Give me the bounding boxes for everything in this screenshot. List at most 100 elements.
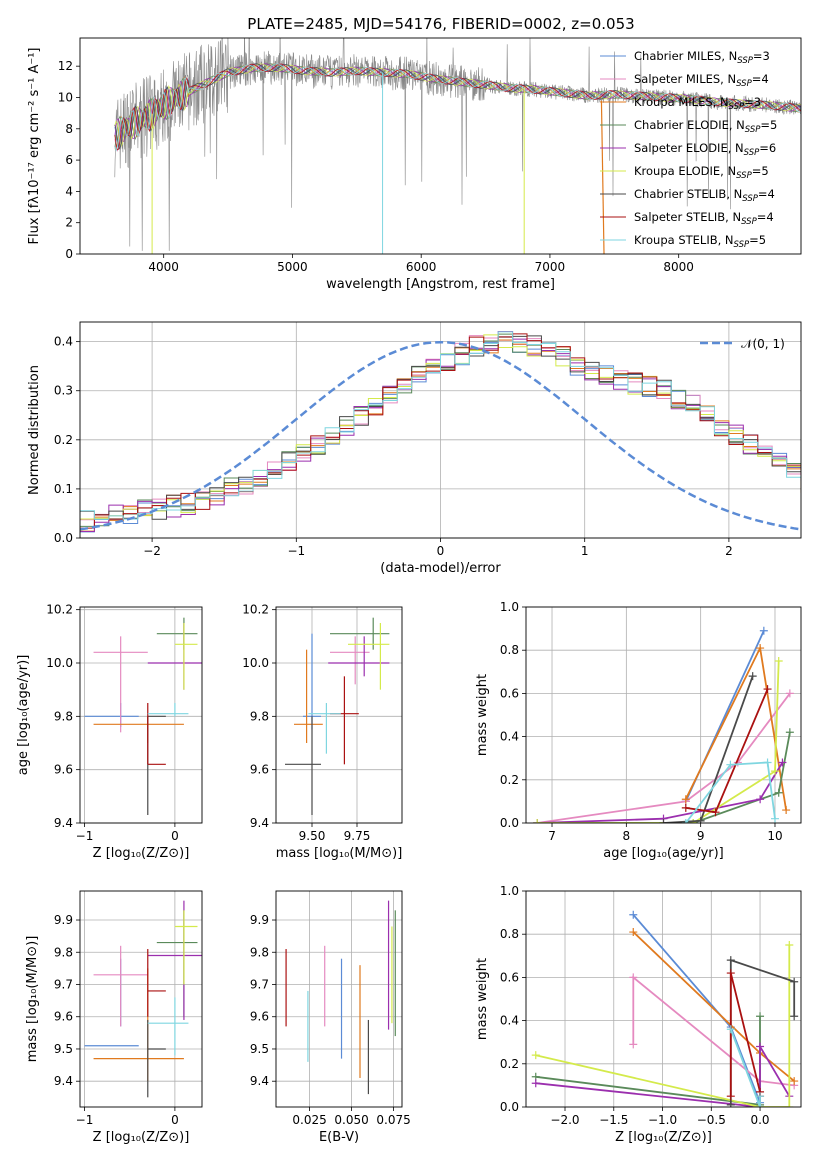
age-Z-ytick-label: 9.6	[54, 763, 73, 777]
weight-marker	[785, 941, 794, 949]
normal-legend-label: 𝒩(0, 1)	[741, 337, 785, 351]
weight-age-axes: 7 8 9 10 0.0 0.2 0.4 0.6 0.8 1.0 age [log₁₀(age/yr…	[475, 600, 802, 861]
residuals-xtick-label: 0	[437, 544, 445, 558]
spectrum-ytick-label: 0	[65, 247, 73, 261]
weight-age-xtick-label: 10	[767, 829, 782, 843]
age-Z-plot-area	[84, 617, 202, 815]
weight-marker	[756, 795, 765, 804]
weight-marker	[726, 760, 735, 769]
weight-marker	[782, 806, 791, 815]
weight-age-xtick-label: 7	[548, 829, 556, 843]
residuals-xtick-label: 1	[581, 544, 589, 558]
weight-marker	[778, 758, 787, 767]
age-mass-ytick-label: 9.4	[250, 816, 269, 830]
residuals-ytick-label: 0.3	[54, 384, 73, 398]
weight-Z-ytick-label: 0.4	[500, 1014, 519, 1028]
spectrum-legend: Chabrier MILES, NSSP=3 Salpeter MILES, NS…	[600, 49, 777, 250]
spectrum-xtick-label: 7000	[535, 260, 566, 274]
mass-Z-ylabel: mass [log₁₀(M/M⊙)]	[25, 936, 40, 1063]
weight-age-xlabel: age [log₁₀(age/yr)]	[603, 846, 724, 861]
residuals-ytick-label: 0.2	[54, 433, 73, 447]
weight-line	[536, 692, 791, 823]
age-mass-xlabel: mass [log₁₀(M/M⊙)]	[276, 846, 403, 861]
weight-age-xtick-label: 9	[697, 829, 705, 843]
mass-EBV-ytick-label: 9.9	[250, 913, 269, 927]
age-Z-ytick-label: 9.8	[54, 709, 73, 723]
spectrum-ylabel: Flux [fλ10⁻¹⁷ erg cm⁻² s⁻¹ A⁻¹]	[27, 48, 42, 245]
weight-marker	[696, 816, 705, 823]
legend-label: Salpeter STELIB, NSSP=4	[634, 210, 774, 227]
weight-marker	[681, 803, 690, 812]
weight-marker	[726, 956, 735, 965]
age-Z-xtick-label: 0	[171, 829, 179, 843]
mass-EBV-xtick-label: 0.050	[334, 1113, 368, 1127]
residuals-xtick-label: 2	[725, 544, 733, 558]
weight-marker	[681, 795, 690, 804]
age-Z-ytick-label: 10.0	[46, 656, 73, 670]
mass-Z-ytick-label: 9.8	[54, 945, 73, 959]
residuals-xlabel: (data-model)/error	[380, 561, 501, 576]
mass-Z-frame	[79, 890, 203, 1108]
weight-marker	[748, 672, 757, 681]
weight-marker	[681, 819, 690, 823]
figure-title: PLATE=2485, MJD=54176, FIBERID=0002, z=0…	[247, 15, 634, 33]
mass-EBV-ytick-label: 9.4	[250, 1074, 269, 1088]
weight-marker	[726, 1092, 735, 1101]
mass-EBV-axes: 0.025 0.050 0.075 9.4 9.5 9.6 9.7 9.8 9.9 E(B-V)	[250, 890, 411, 1145]
mass-Z-ytick-label: 9.9	[54, 913, 73, 927]
spectrum-ytick-label: 8	[65, 122, 73, 136]
age-mass-ytick-label: 10.2	[242, 603, 269, 617]
mass-EBV-ytick-label: 9.8	[250, 945, 269, 959]
weight-Z-ytick-label: 0.6	[500, 970, 519, 984]
residuals-ytick-label: 0.4	[54, 335, 73, 349]
weight-Z-xtick-label: −2.0	[550, 1113, 579, 1127]
age-mass-axes: 9.50 9.75 9.4 9.6 9.8 10.0 10.2 mass [log₁₀(M/M…	[242, 603, 403, 861]
mass-Z-xtick-label: 0	[171, 1113, 179, 1127]
weight-line	[537, 732, 791, 823]
residual-histogram	[80, 333, 801, 538]
spectrum-ytick-label: 12	[58, 59, 73, 73]
residuals-xtick-label: −1	[287, 544, 305, 558]
weight-Z-ytick-label: 1.0	[500, 884, 519, 898]
weight-Z-xtick-label: −1.5	[599, 1113, 628, 1127]
mass-EBV-xtick-label: 0.025	[292, 1113, 326, 1127]
weight-marker	[531, 1079, 540, 1088]
age-mass-xtick-label: 9.75	[344, 829, 371, 843]
weight-marker	[785, 689, 794, 698]
weight-line	[685, 761, 776, 823]
weight-line	[535, 1043, 791, 1107]
weight-marker	[774, 657, 783, 665]
weight-line	[729, 972, 761, 1097]
legend-label: Kroupa STELIB, NSSP=5	[634, 233, 766, 250]
weight-marker	[711, 808, 720, 817]
spectrum-ytick-label: 2	[65, 216, 73, 230]
model-spectrum	[114, 63, 801, 150]
age-mass-ytick-label: 9.6	[250, 763, 269, 777]
age-mass-xtick-label: 9.50	[299, 829, 326, 843]
weight-marker	[759, 626, 768, 635]
age-mass-ytick-label: 10.0	[242, 656, 269, 670]
weight-Z-ytick-label: 0.2	[500, 1057, 519, 1071]
weight-marker	[790, 1012, 799, 1021]
mass-Z-xtick-label: −1	[76, 1113, 94, 1127]
age-Z-ylabel: age [log₁₀(age/yr)]	[16, 655, 31, 776]
weight-Z-xtick-label: 0.0	[750, 1113, 769, 1127]
age-mass-frame	[275, 606, 403, 824]
weight-Z-xtick-label: −0.5	[697, 1113, 726, 1127]
residual-histogram	[80, 330, 801, 538]
weight-marker	[756, 1092, 765, 1101]
weight-line	[729, 1028, 761, 1107]
weight-age-frame	[525, 606, 802, 824]
weight-marker	[763, 685, 772, 694]
weight-marker	[531, 1051, 540, 1060]
weight-line	[663, 675, 754, 823]
weight-marker	[756, 1012, 765, 1021]
residuals-ytick-label: 0.1	[54, 482, 73, 496]
weight-Z-axes: −2.0 −1.5 −1.0 −0.5 0.0 0.0 0.2 0.4 0.6 0.8 1.0 Z […	[475, 884, 802, 1145]
weight-marker	[689, 819, 698, 823]
weight-line	[729, 958, 796, 1105]
legend-label: Chabrier STELIB, NSSP=4	[634, 187, 775, 204]
spectrum-axes: 4000 5000 6000 7000 8000 0 2 4 6 8 10 12 wavelength …	[27, 37, 802, 292]
model-spectrum	[114, 63, 801, 148]
